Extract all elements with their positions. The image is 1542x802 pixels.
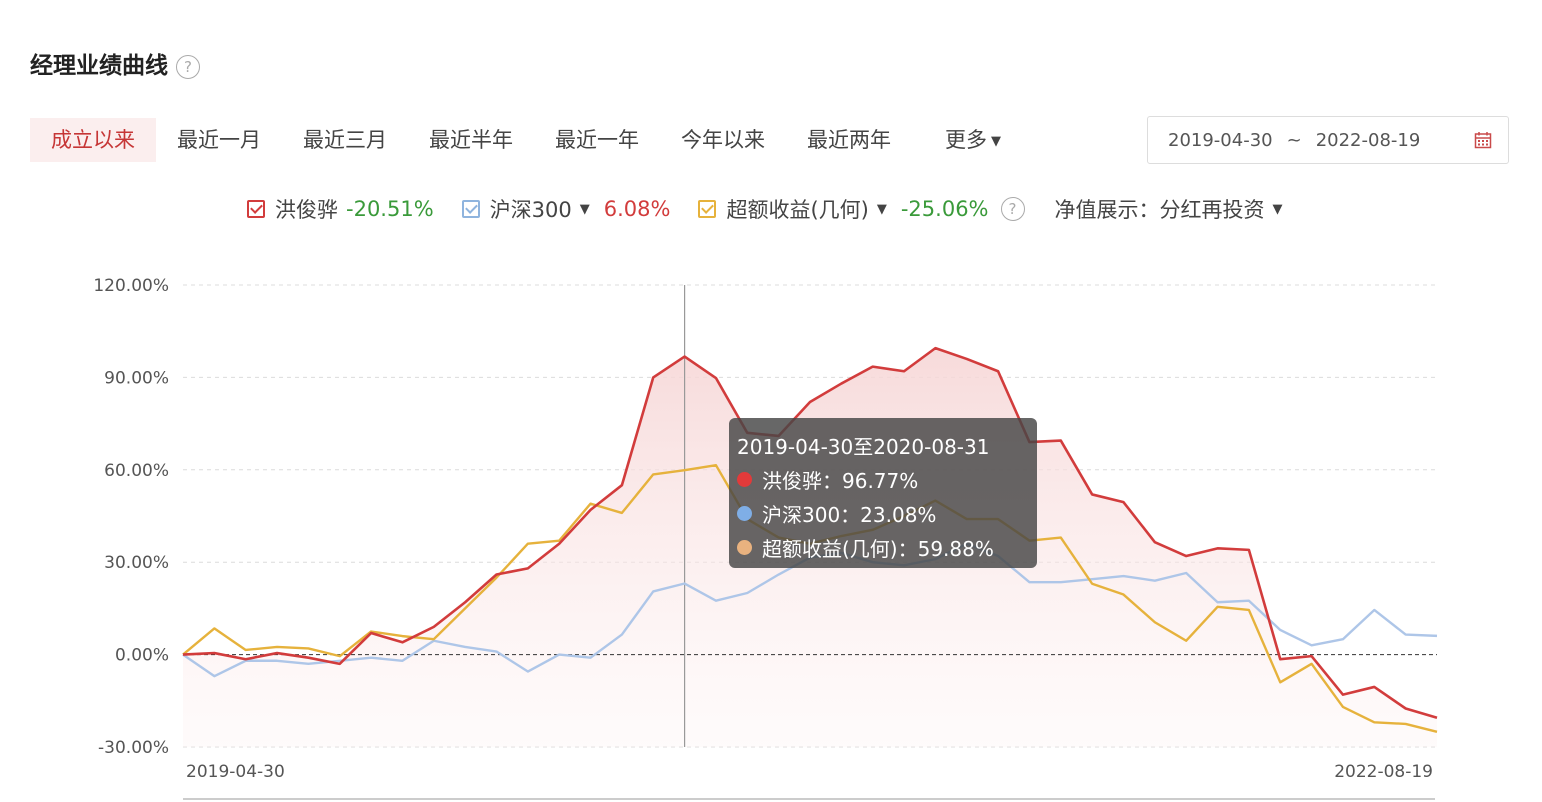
legend-label: 洪俊骅 [275,198,338,222]
legend-label: 沪深300 [489,198,572,222]
date-start: 2019-04-30 [1168,129,1273,151]
y-tick-label: -30.00% [98,738,169,758]
tab-last-three-months[interactable]: 最近三月 [303,128,387,152]
date-end: 2022-08-19 [1315,129,1421,151]
legend-dot-icon [737,539,752,555]
tooltip-row-excess: 超额收益(几何)：59.88% [737,530,1029,564]
date-range-picker[interactable]: 2019-04-30 ~ 2022-08-19 [1147,116,1509,164]
net-value-option: 分红再投资 [1159,198,1265,222]
legend-dot-icon [737,471,752,487]
date-separator: ~ [1286,129,1302,151]
checkbox-icon[interactable] [461,200,480,218]
legend-item-excess[interactable]: 超额收益(几何) ▼ -25.06% ? [698,194,1025,224]
caret-down-icon[interactable]: ▼ [579,201,590,217]
y-tick-label: 120.00% [93,276,169,296]
tooltip-title: 2019-04-30至2020-08-31 [737,434,990,459]
legend-item-benchmark[interactable]: 沪深300 ▼ 6.08% [461,194,671,224]
y-tick-label: 0.00% [115,646,169,666]
series-line-manager [182,346,1438,720]
y-axis: 120.00% 90.00% 60.00% 30.00% 0.00% -30.00% [93,276,169,758]
y-tick-label: 30.00% [104,553,169,573]
tab-last-half-year[interactable]: 最近半年 [429,128,513,152]
tab-since-inception[interactable]: 成立以来 [30,118,156,162]
calendar-icon[interactable] [1474,131,1492,149]
x-tick-label-start: 2019-04-30 [186,762,285,782]
tooltip-row-manager: 洪俊骅：96.77% [737,462,1029,496]
tooltip-row-label: 超额收益(几何)：59.88% [762,536,994,561]
y-tick-label: 60.00% [104,461,169,481]
legend-label: 超额收益(几何) [726,198,869,222]
tab-more-dropdown[interactable]: 更多 ▼ [924,118,1022,162]
chart-legend: 洪俊骅 -20.51% 沪深300 ▼ 6.08% 超额收益(几何) ▼ -25… [247,192,1311,226]
x-tick-label-end: 2022-08-19 [1334,762,1433,782]
tab-year-to-date[interactable]: 今年以来 [681,128,765,152]
tab-more-label: 更多 [945,128,987,152]
caret-down-icon: ▼ [1272,201,1283,217]
legend-dot-icon [737,505,752,521]
tab-last-month[interactable]: 最近一月 [177,128,261,152]
tooltip-row-benchmark: 沪深300：23.08% [737,496,1029,530]
tooltip-row-label: 洪俊骅：96.77% [762,468,919,493]
checkbox-icon[interactable] [247,200,265,218]
help-icon[interactable]: ? [176,54,200,79]
caret-down-icon: ▼ [991,134,1001,149]
legend-value: -25.06% [900,197,989,221]
legend-value: -20.51% [346,197,434,221]
net-value-selector[interactable]: 净值展示： 分红再投资 ▼ [1053,194,1283,224]
tab-last-two-years[interactable]: 最近两年 [807,128,891,152]
tab-last-year[interactable]: 最近一年 [555,128,639,152]
hover-tooltip: 2019-04-30至2020-08-31 洪俊骅：96.77% 沪深300：2… [729,418,1037,568]
tooltip-row-label: 沪深300：23.08% [762,502,937,527]
legend-value: 6.08% [603,197,671,221]
net-value-label: 净值展示： [1054,198,1160,222]
caret-down-icon[interactable]: ▼ [876,201,887,217]
chart-title: 经理业绩曲线? [30,46,200,80]
chart-title-text: 经理业绩曲线 [30,53,168,79]
period-tabs: 成立以来 最近一月 最近三月 最近半年 最近一年 今年以来 最近两年 更多 ▼ [30,118,1022,162]
y-tick-label: 90.00% [104,368,169,388]
legend-item-manager[interactable]: 洪俊骅 -20.51% [247,194,434,224]
checkbox-icon[interactable] [698,200,717,218]
help-icon[interactable]: ? [1000,197,1025,221]
